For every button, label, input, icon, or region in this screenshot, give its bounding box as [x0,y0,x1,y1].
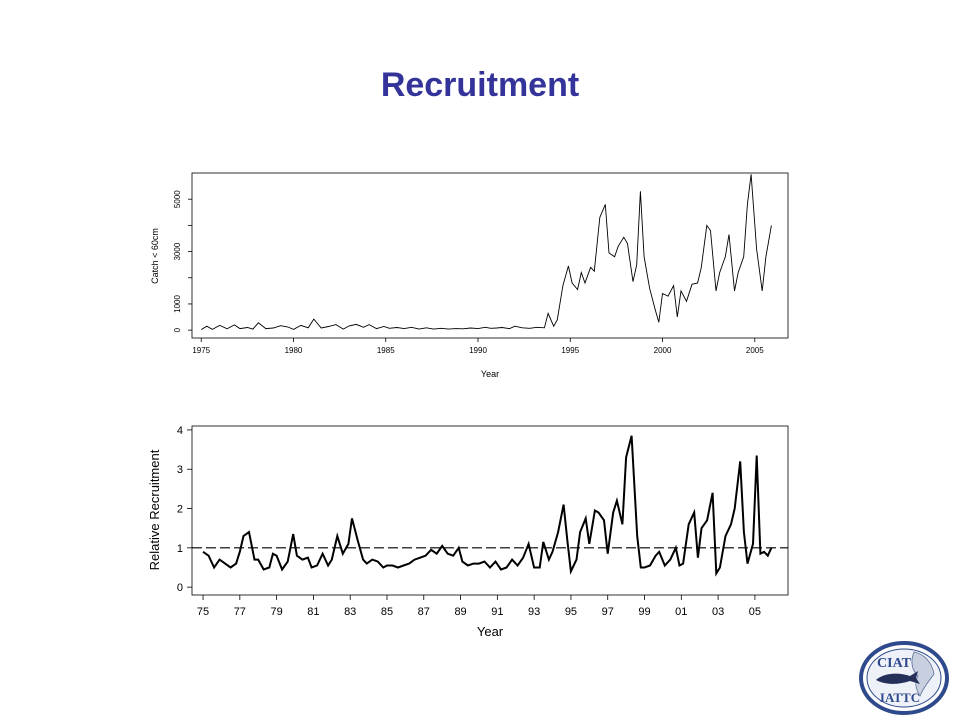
x-tick-label: 91 [491,606,503,618]
x-tick-label: 1995 [561,346,579,355]
x-axis-label: Year [477,624,504,639]
x-tick-label: 85 [381,606,393,618]
x-axis: 75 77 79 81 83 85 87 89 91 93 95 97 99 01 03 05 [197,595,761,618]
x-tick-label: 93 [528,606,540,618]
y-tick-label: 3 [177,464,183,476]
x-tick-label: 95 [565,606,577,618]
x-tick-label: 87 [418,606,430,618]
y-tick-label: 4 [177,425,183,437]
x-tick-label: 1990 [469,346,487,355]
x-axis-label: Year [481,369,499,379]
x-tick-label: 03 [712,606,724,618]
recruitment-series-line [202,435,773,577]
catch-series-line [200,174,772,330]
x-tick-label: 1985 [377,346,395,355]
plot-frame [191,425,789,596]
tuna-fish-icon [876,671,920,684]
x-tick-label: 89 [454,606,466,618]
plot-frame [191,172,789,339]
x-tick-label: 2005 [746,346,764,355]
y-tick-label: 3000 [173,242,182,260]
x-tick-label: 01 [675,606,687,618]
page-title: Recruitment [380,66,580,104]
x-tick-label: 05 [749,606,761,618]
x-tick-label: 77 [234,606,246,618]
x-tick-label: 83 [344,606,356,618]
y-tick-label: 5000 [173,190,182,208]
x-tick-label: 99 [638,606,650,618]
ciat-iattc-logo: CIAT IATTC [859,641,949,715]
x-axis: 1975 1980 1985 1990 1995 2000 2005 [192,338,764,355]
continent-shape [911,651,935,697]
x-tick-label: 81 [307,606,319,618]
y-axis: 0 1000 3000 5000 [173,190,192,332]
x-tick-label: 2000 [654,346,672,355]
logo-top-text: CIAT [877,656,912,671]
y-axis-label: Relative Recruitment [147,449,162,570]
x-tick-label: 1980 [285,346,303,355]
x-tick-label: 97 [602,606,614,618]
y-tick-label: 1 [177,543,183,555]
x-tick-label: 75 [197,606,209,618]
y-axis-label: Catch < 60cm [150,228,160,284]
y-tick-label: 2 [177,504,183,516]
y-tick-label: 0 [173,327,182,332]
y-tick-label: 1000 [173,295,182,313]
y-tick-label: 0 [177,582,183,594]
x-tick-label: 1975 [192,346,210,355]
logo-bottom-text: IATTC [880,690,920,705]
y-axis: 0 1 2 3 4 [177,425,192,594]
x-tick-label: 79 [270,606,282,618]
